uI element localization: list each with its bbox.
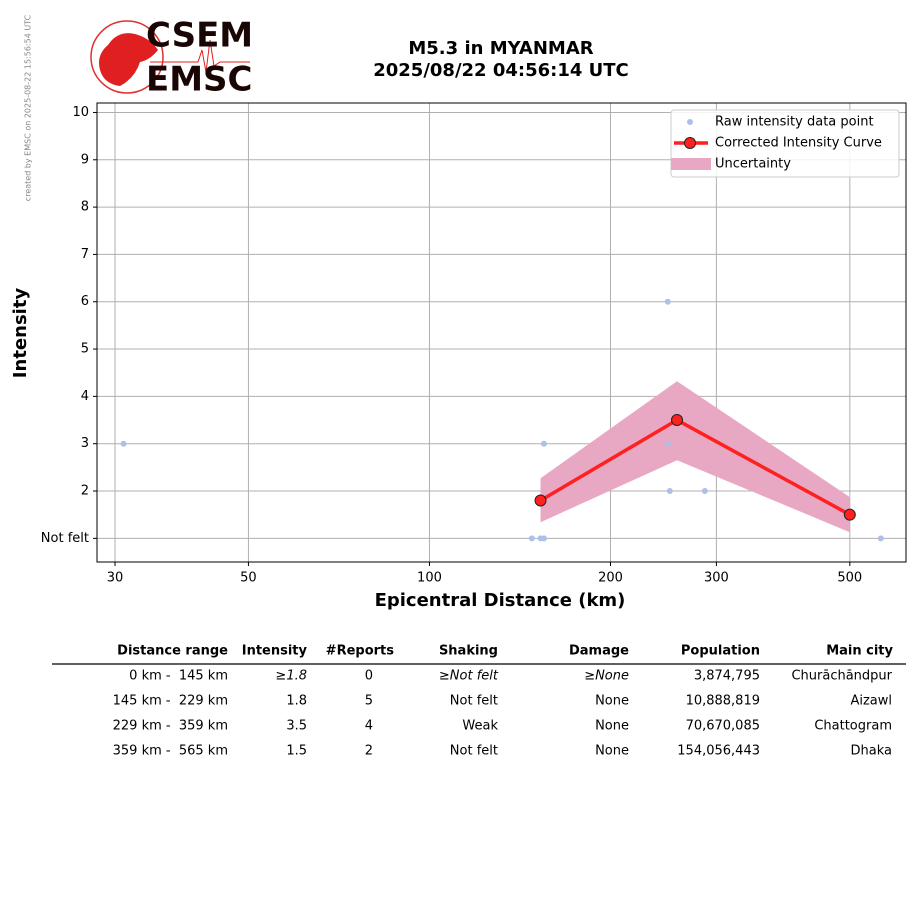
table-cell: None [595, 694, 629, 709]
table-cell: 2 [365, 744, 373, 759]
legend-box [670, 109, 900, 178]
legend-swatch [687, 119, 693, 125]
table-header: #Reports [326, 644, 395, 659]
y-axis-label: Intensity [10, 288, 31, 379]
credit: created by EMSC on 2025-08-22 15:56:54 U… [24, 14, 33, 201]
logo-top: CSEM [146, 16, 253, 56]
plot-frame [96, 102, 907, 563]
table-cell: None [595, 744, 629, 759]
table-cell: 359 km - 565 km [113, 744, 228, 759]
table-cell: 154,056,443 [677, 744, 760, 759]
x-tick-label: 100 [417, 571, 442, 586]
table-cell: Dhaka [851, 744, 892, 759]
x-tick-label: 50 [240, 571, 257, 586]
chart-title: M5.3 in MYANMAR [408, 38, 593, 59]
table-cell: 145 km - 229 km [113, 694, 228, 709]
table-header: Population [681, 644, 760, 659]
table-cell: Weak [462, 719, 498, 734]
table-cell: 10,888,819 [686, 694, 760, 709]
uncertainty-band [540, 381, 850, 533]
chart-subtitle: 2025/08/22 04:56:14 UTC [373, 60, 629, 81]
legend-label: Uncertainty [715, 157, 791, 172]
data-point [877, 535, 884, 542]
table-cell: Not felt [450, 744, 498, 759]
table-cell: ≥Not felt [439, 669, 499, 684]
logo: CSEM EMSC [90, 16, 253, 100]
table-cell: None [595, 719, 629, 734]
legend-label: Raw intensity data point [715, 115, 874, 130]
table-cell: 229 km - 359 km [113, 719, 228, 734]
y-tick-label: 7 [81, 247, 89, 262]
table-cell: 5 [365, 694, 373, 709]
curve-marker [843, 508, 856, 521]
y-tick-label: 5 [81, 342, 89, 357]
y-tick-label: 4 [81, 389, 89, 404]
data-point [540, 535, 547, 542]
legend-swatch [684, 137, 696, 149]
table-cell: ≥1.8 [275, 669, 307, 684]
table-cell: Churāchāndpur [791, 669, 892, 684]
table-cell: Chattogram [814, 719, 892, 734]
y-tick-label: Not felt [41, 531, 89, 546]
curve-marker [534, 494, 547, 507]
legend-label: Corrected Intensity Curve [715, 136, 882, 151]
data-point [120, 440, 127, 447]
table-cell: ≥None [584, 669, 629, 684]
table-cell: 70,670,085 [686, 719, 760, 734]
data-point [664, 298, 671, 305]
table-cell: 0 [365, 669, 373, 684]
table-header: Damage [569, 644, 629, 659]
y-tick-label: 2 [81, 484, 89, 499]
table-header: Main city [826, 644, 893, 659]
x-axis-label: Epicentral Distance (km) [375, 590, 626, 611]
y-tick-label: 9 [81, 152, 89, 167]
y-tick-label: 6 [81, 294, 89, 309]
y-tick-label: 3 [81, 436, 89, 451]
logo-map [99, 33, 158, 86]
table-header: Intensity [242, 644, 308, 659]
table-cell: Aizawl [850, 694, 892, 709]
data-point [664, 440, 671, 447]
logo-bottom: EMSC [146, 60, 253, 100]
table-cell: 3.5 [286, 719, 307, 734]
table-cell: 1.8 [286, 694, 307, 709]
data-point [701, 488, 708, 495]
table-header: Shaking [439, 644, 498, 659]
data-point [540, 440, 547, 447]
x-tick-label: 500 [837, 571, 862, 586]
table-cell: Not felt [450, 694, 498, 709]
x-tick-label: 200 [598, 571, 623, 586]
logo-circle [90, 20, 164, 94]
x-tick-label: 30 [107, 571, 124, 586]
table-cell: 3,874,795 [694, 669, 760, 684]
y-tick-label: 10 [72, 105, 89, 120]
data-point [666, 488, 673, 495]
table-cell: 1.5 [286, 744, 307, 759]
table-cell: 4 [365, 719, 373, 734]
table-cell: 0 km - 145 km [129, 669, 228, 684]
legend-swatch [671, 158, 711, 170]
logo-wave [150, 39, 250, 73]
curve-marker [671, 414, 684, 427]
data-point [528, 535, 535, 542]
y-tick-label: 8 [81, 200, 89, 215]
table-header: Distance range [117, 644, 228, 659]
x-tick-label: 300 [704, 571, 729, 586]
